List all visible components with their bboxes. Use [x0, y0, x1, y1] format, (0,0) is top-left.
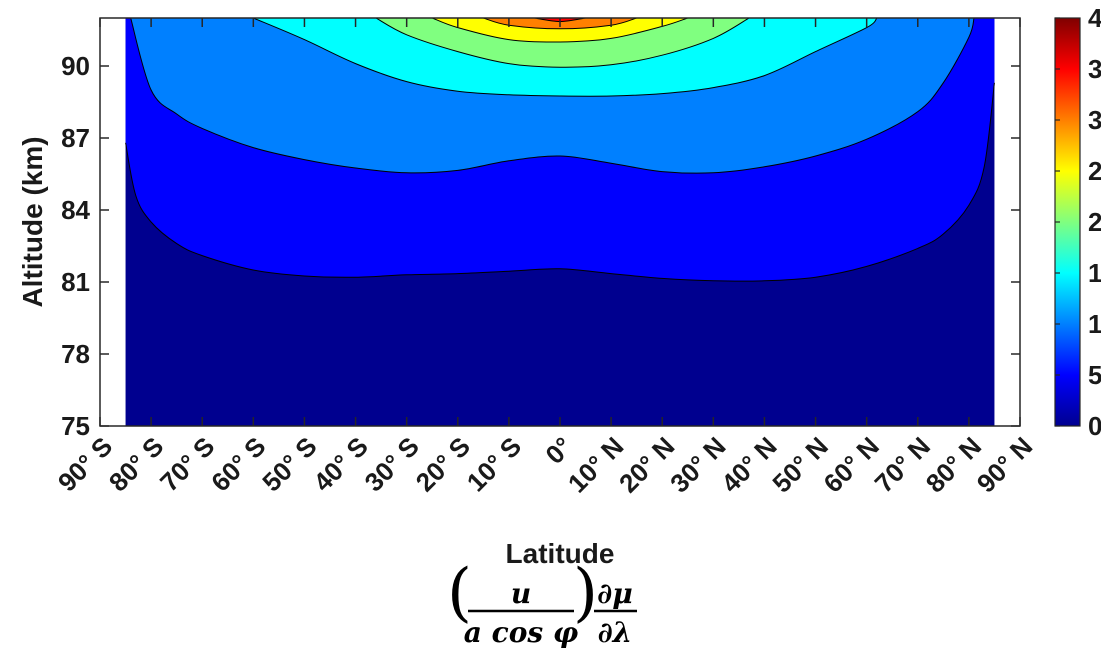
formula-denominator: a cos φ — [464, 616, 579, 649]
y-tick-label: 87 — [61, 123, 90, 153]
colorbar-tick-label: 10 — [1088, 309, 1101, 339]
colorbar-ticks: 0 5 10 15 20 25 30 35 40 — [1055, 3, 1101, 441]
contour-line-5 — [125, 82, 995, 282]
y-tick-label: 78 — [61, 339, 90, 369]
y-tick-label: 84 — [61, 195, 90, 225]
formula-numerator: u — [511, 577, 531, 610]
x-tick-label: 10° N — [562, 431, 629, 498]
formula-derivative-top: ∂μ — [597, 577, 632, 610]
colorbar-tick-label: 35 — [1088, 54, 1101, 84]
x-tick-label: 90° N — [971, 431, 1038, 498]
contour-layers — [125, 18, 995, 426]
x-tick-label: 80° S — [103, 431, 169, 497]
colorbar-tick-label: 15 — [1088, 258, 1101, 288]
colorbar-tick-label: 40 — [1088, 3, 1101, 33]
colorbar: 0 5 10 15 20 25 30 35 40 — [1054, 3, 1101, 441]
formula-right-paren: ) — [573, 556, 598, 630]
contour-level-25 — [432, 18, 688, 43]
x-tick-label: 0° — [539, 431, 578, 470]
x-axis-title: Latitude — [506, 538, 615, 569]
contour-line-30 — [483, 18, 637, 30]
x-tick-label: 30° N — [664, 431, 731, 498]
x-tick-label: 80° N — [920, 431, 987, 498]
formula-derivative-bottom: ∂λ — [598, 616, 633, 649]
y-axis: 75 78 81 84 87 90 — [61, 51, 1020, 441]
colorbar-tick-label: 30 — [1088, 105, 1101, 135]
y-tick-label: 81 — [61, 267, 90, 297]
x-tick-label: 20° N — [613, 431, 680, 498]
y-tick-label: 75 — [61, 411, 90, 441]
y-tick-label: 90 — [61, 51, 90, 81]
formula-left-paren: ( — [447, 556, 472, 630]
x-tick-label: 20° S — [410, 431, 476, 497]
x-tick-label: 70° S — [154, 431, 220, 497]
y-axis-title: Altitude (km) — [17, 136, 48, 307]
x-tick-label: 50° S — [256, 431, 322, 497]
formula: ( u a cos φ ) ∂μ ∂λ — [447, 556, 637, 649]
contour-line-15 — [253, 18, 878, 97]
x-tick-label: 60° N — [818, 431, 885, 498]
contour-line-10 — [130, 18, 975, 174]
x-tick-label: 10° S — [461, 431, 527, 497]
x-tick-label: 30° S — [359, 431, 425, 497]
colorbar-tick-label: 25 — [1088, 156, 1101, 186]
colorbar-tick-label: 20 — [1088, 207, 1101, 237]
x-tick-label: 60° S — [205, 431, 271, 497]
x-tick-label: 50° N — [766, 431, 833, 498]
x-tick-label: 40° N — [715, 431, 782, 498]
x-tick-label: 70° N — [869, 431, 936, 498]
contour-line-20 — [375, 18, 750, 68]
x-tick-label: 40° S — [307, 431, 373, 497]
colorbar-tick-label: 0 — [1088, 411, 1101, 441]
colorbar-tick-label: 5 — [1088, 360, 1101, 390]
